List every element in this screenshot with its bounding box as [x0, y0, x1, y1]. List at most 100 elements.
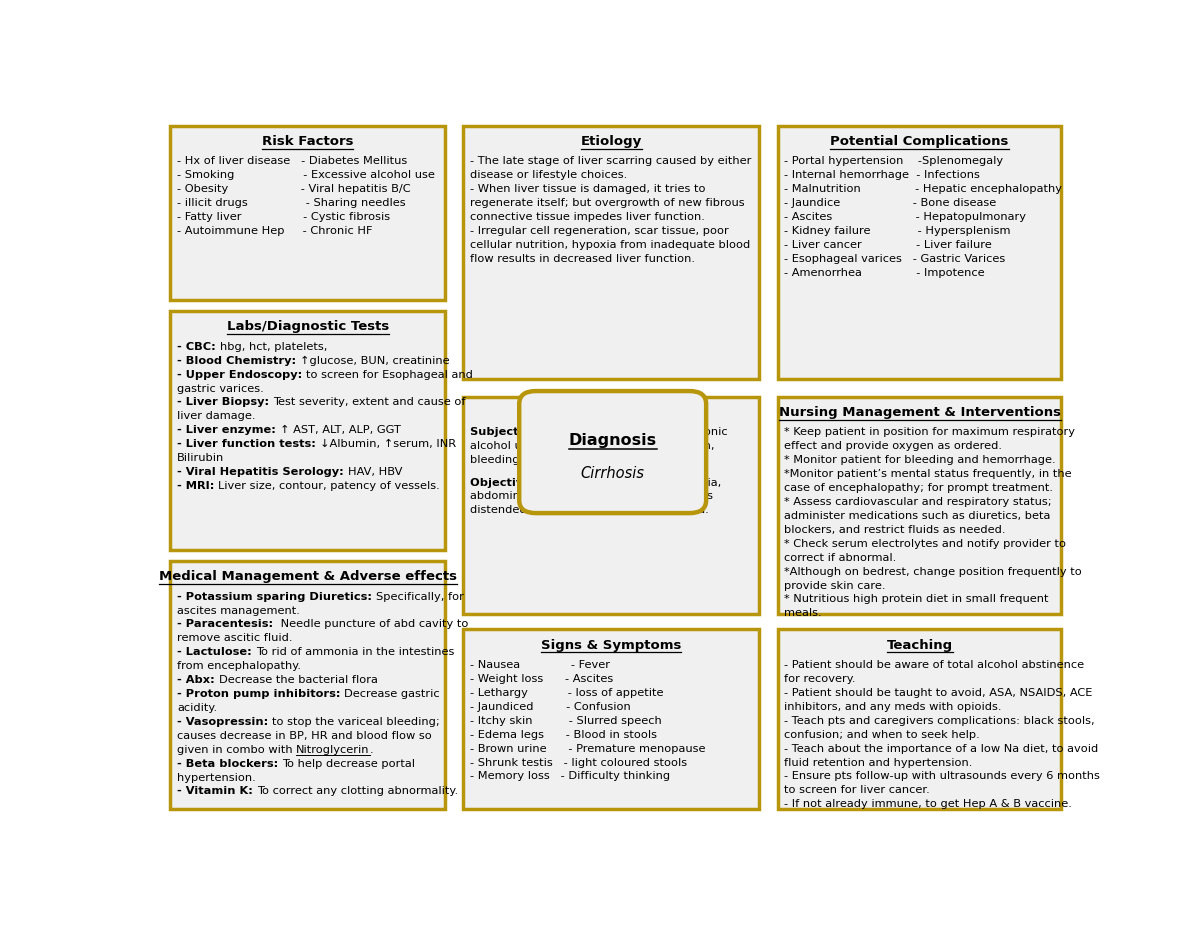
- Text: fluid retention and hypertension.: fluid retention and hypertension.: [785, 757, 973, 768]
- Text: - Liver function tests:: - Liver function tests:: [176, 439, 320, 450]
- Text: - Brown urine      - Premature menopause: - Brown urine - Premature menopause: [470, 743, 706, 754]
- Text: Labs/Diagnostic Tests: Labs/Diagnostic Tests: [227, 321, 389, 334]
- Text: - Fatty liver                 - Cystic fibrosis: - Fatty liver - Cystic fibrosis: [176, 212, 390, 222]
- Text: Diagnosis: Diagnosis: [569, 433, 656, 448]
- Text: Cirrhosis: Cirrhosis: [581, 465, 644, 481]
- Text: connective tissue impedes liver function.: connective tissue impedes liver function…: [470, 212, 704, 222]
- Text: Subjective:: Subjective:: [470, 427, 546, 438]
- Text: Fever, Jaundiced skin, petechia,: Fever, Jaundiced skin, petechia,: [540, 477, 721, 488]
- Text: - Paracentesis:: - Paracentesis:: [176, 619, 277, 629]
- Text: bleeding gums, feeling weak.: bleeding gums, feeling weak.: [470, 455, 637, 465]
- Text: - Ascites                       - Hepatopulmonary: - Ascites - Hepatopulmonary: [785, 212, 1026, 222]
- Text: - Autoimmune Hep     - Chronic HF: - Autoimmune Hep - Chronic HF: [176, 226, 372, 235]
- Text: - Nausea              - Fever: - Nausea - Fever: [470, 660, 610, 670]
- Text: *Monitor patient’s mental status frequently, in the: *Monitor patient’s mental status frequen…: [785, 469, 1072, 479]
- Text: Risk Factors: Risk Factors: [262, 134, 353, 147]
- Text: Objective:: Objective:: [470, 477, 540, 488]
- Text: - CBC:: - CBC:: [176, 342, 220, 351]
- Text: - Portal hypertension    -Splenomegaly: - Portal hypertension -Splenomegaly: [785, 157, 1003, 166]
- Text: inhibitors, and any meds with opioids.: inhibitors, and any meds with opioids.: [785, 702, 1002, 712]
- Text: - Ensure pts follow-up with ultrasounds every 6 months: - Ensure pts follow-up with ultrasounds …: [785, 771, 1100, 781]
- Text: - Teach pts and caregivers complications: black stools,: - Teach pts and caregivers complications…: [785, 716, 1094, 726]
- Text: Assessment Findings: Assessment Findings: [533, 406, 690, 419]
- Text: - Jaundice                    - Bone disease: - Jaundice - Bone disease: [785, 198, 996, 208]
- Text: hypertension.: hypertension.: [176, 772, 256, 782]
- Text: * Monitor patient for bleeding and hemorrhage.: * Monitor patient for bleeding and hemor…: [785, 455, 1056, 465]
- Text: *Although on bedrest, change position frequently to: *Although on bedrest, change position fr…: [785, 566, 1082, 577]
- Text: - Blood Chemistry:: - Blood Chemistry:: [176, 356, 300, 366]
- Text: * Nutritious high protein diet in small frequent: * Nutritious high protein diet in small …: [785, 594, 1049, 604]
- FancyBboxPatch shape: [778, 397, 1062, 615]
- Text: abdominal distension, abdomen wall veins: abdominal distension, abdomen wall veins: [470, 491, 713, 502]
- Text: - Esophageal varices   - Gastric Varices: - Esophageal varices - Gastric Varices: [785, 254, 1006, 263]
- FancyBboxPatch shape: [778, 629, 1062, 809]
- Text: - Obesity                    - Viral hepatitis B/C: - Obesity - Viral hepatitis B/C: [176, 184, 410, 194]
- Text: .: .: [370, 744, 373, 755]
- Text: - MRI:: - MRI:: [176, 481, 218, 491]
- Text: - Vitamin K:: - Vitamin K:: [176, 786, 257, 796]
- Text: Specifically, for: Specifically, for: [376, 591, 464, 602]
- Text: Medical Management & Adverse effects: Medical Management & Adverse effects: [158, 570, 457, 583]
- Text: blockers, and restrict fluids as needed.: blockers, and restrict fluids as needed.: [785, 525, 1006, 535]
- Text: - Liver cancer               - Liver failure: - Liver cancer - Liver failure: [785, 240, 992, 249]
- Text: given in combo with: given in combo with: [176, 744, 296, 755]
- Text: - Potassium sparing Diuretics:: - Potassium sparing Diuretics:: [176, 591, 376, 602]
- Text: - Malnutrition               - Hepatic encephalopathy: - Malnutrition - Hepatic encephalopathy: [785, 184, 1062, 194]
- Text: - Patient should be taught to avoid, ASA, NSAIDS, ACE: - Patient should be taught to avoid, ASA…: [785, 688, 1093, 698]
- Text: Liver size, contour, patency of vessels.: Liver size, contour, patency of vessels.: [218, 481, 440, 491]
- Text: meals.: meals.: [785, 608, 822, 618]
- Text: Previous toxic hepatitis, chronic: Previous toxic hepatitis, chronic: [546, 427, 727, 438]
- FancyBboxPatch shape: [463, 397, 760, 615]
- Text: ↑ AST, ALT, ALP, GGT: ↑ AST, ALT, ALP, GGT: [280, 425, 401, 436]
- Text: - Beta blockers:: - Beta blockers:: [176, 758, 282, 768]
- Text: - Proton pump inhibitors:: - Proton pump inhibitors:: [176, 689, 344, 699]
- FancyBboxPatch shape: [778, 125, 1062, 379]
- Text: disease or lifestyle choices.: disease or lifestyle choices.: [470, 171, 628, 180]
- Text: - Upper Endoscopy:: - Upper Endoscopy:: [176, 370, 306, 380]
- FancyBboxPatch shape: [170, 311, 445, 551]
- Text: liver damage.: liver damage.: [176, 412, 256, 422]
- Text: to stop the variceal bleeding;: to stop the variceal bleeding;: [272, 717, 440, 727]
- Text: - Liver Biopsy:: - Liver Biopsy:: [176, 398, 274, 408]
- Text: - Hx of liver disease   - Diabetes Mellitus: - Hx of liver disease - Diabetes Mellitu…: [176, 157, 407, 166]
- Text: distended, foul breath, peripheral edema.: distended, foul breath, peripheral edema…: [470, 505, 709, 515]
- Text: - Irregular cell regeneration, scar tissue, poor: - Irregular cell regeneration, scar tiss…: [470, 226, 728, 235]
- Text: alcohol use, change in sleep-wake pattern,: alcohol use, change in sleep-wake patter…: [470, 441, 714, 451]
- Text: * Check serum electrolytes and notify provider to: * Check serum electrolytes and notify pr…: [785, 539, 1067, 549]
- Text: Needle puncture of abd cavity to: Needle puncture of abd cavity to: [277, 619, 468, 629]
- Text: Etiology: Etiology: [581, 134, 642, 147]
- Text: to screen for liver cancer.: to screen for liver cancer.: [785, 785, 930, 795]
- Text: HAV, HBV: HAV, HBV: [348, 467, 402, 477]
- Text: gastric varices.: gastric varices.: [176, 384, 264, 394]
- Text: Nitroglycerin: Nitroglycerin: [296, 744, 370, 755]
- Text: - Amenorrhea               - Impotence: - Amenorrhea - Impotence: [785, 268, 985, 277]
- Text: Teaching: Teaching: [887, 639, 953, 652]
- Text: Bilirubin: Bilirubin: [176, 453, 224, 464]
- Text: Nursing Management & Interventions: Nursing Management & Interventions: [779, 406, 1061, 419]
- FancyBboxPatch shape: [520, 391, 706, 514]
- Text: - Jaundiced         - Confusion: - Jaundiced - Confusion: [470, 702, 631, 712]
- Text: - Vasopressin:: - Vasopressin:: [176, 717, 272, 727]
- Text: - Liver enzyme:: - Liver enzyme:: [176, 425, 280, 436]
- Text: - If not already immune, to get Hep A & B vaccine.: - If not already immune, to get Hep A & …: [785, 799, 1072, 809]
- Text: Decrease gastric: Decrease gastric: [344, 689, 440, 699]
- Text: - Smoking                   - Excessive alcohol use: - Smoking - Excessive alcohol use: [176, 171, 434, 180]
- Text: To correct any clotting abnormality.: To correct any clotting abnormality.: [257, 786, 458, 796]
- Text: - illicit drugs                - Sharing needles: - illicit drugs - Sharing needles: [176, 198, 406, 208]
- Text: Potential Complications: Potential Complications: [830, 134, 1009, 147]
- Text: - Patient should be aware of total alcohol abstinence: - Patient should be aware of total alcoh…: [785, 660, 1085, 670]
- Text: * Keep patient in position for maximum respiratory: * Keep patient in position for maximum r…: [785, 427, 1075, 438]
- Text: case of encephalopathy; for prompt treatment.: case of encephalopathy; for prompt treat…: [785, 483, 1054, 493]
- Text: - Edema legs      - Blood in stools: - Edema legs - Blood in stools: [470, 730, 656, 740]
- Text: flow results in decreased liver function.: flow results in decreased liver function…: [470, 254, 695, 263]
- Text: to screen for Esophageal and: to screen for Esophageal and: [306, 370, 473, 380]
- Text: administer medications such as diuretics, beta: administer medications such as diuretics…: [785, 511, 1051, 521]
- Text: ascites management.: ascites management.: [176, 605, 300, 616]
- Text: - Viral Hepatitis Serology:: - Viral Hepatitis Serology:: [176, 467, 348, 477]
- Text: confusion; and when to seek help.: confusion; and when to seek help.: [785, 730, 980, 740]
- FancyBboxPatch shape: [170, 561, 445, 809]
- Text: acidity.: acidity.: [176, 703, 217, 713]
- Text: To help decrease portal: To help decrease portal: [282, 758, 415, 768]
- Text: - Weight loss      - Ascites: - Weight loss - Ascites: [470, 674, 613, 684]
- Text: - Lethargy           - loss of appetite: - Lethargy - loss of appetite: [470, 688, 664, 698]
